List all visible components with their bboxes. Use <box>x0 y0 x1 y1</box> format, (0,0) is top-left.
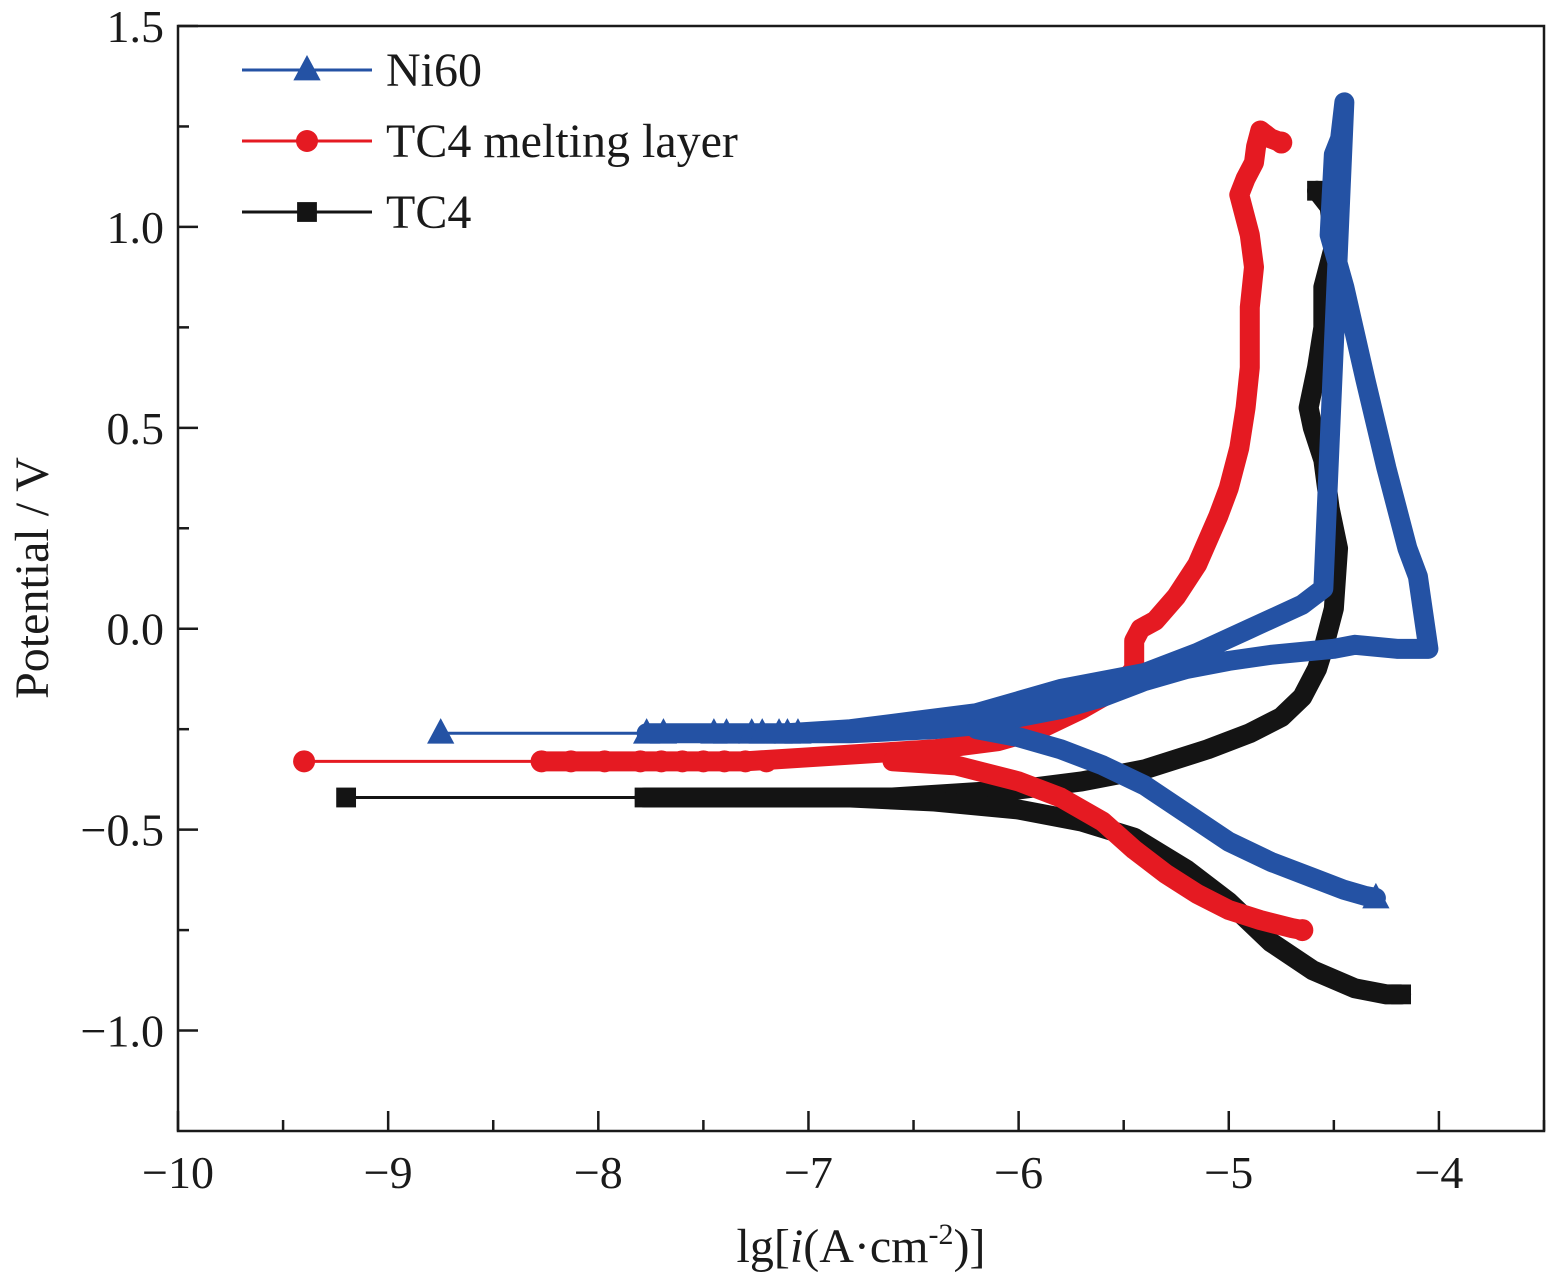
series-marker <box>692 750 715 773</box>
plot-frame <box>176 24 1546 1133</box>
series-marker <box>629 750 652 773</box>
x-tick-label: −5 <box>1204 1147 1253 1198</box>
series-marker <box>650 750 673 773</box>
series-marker <box>671 750 694 773</box>
series-cathodic-trace <box>882 751 1313 941</box>
series-layer <box>293 92 1439 1005</box>
legend-label: TC4 <box>386 186 471 239</box>
series-marker <box>634 787 655 808</box>
y-tick-label: 1.5 <box>107 1 165 52</box>
legend-label: TC4 melting layer <box>386 115 738 168</box>
series-marker <box>773 718 802 744</box>
x-axis-title-suffix: )] <box>953 1220 985 1273</box>
x-axis-title-middle: (A·cm <box>803 1220 928 1273</box>
x-tick-label: −4 <box>1414 1147 1463 1198</box>
series-2 <box>336 180 1412 1005</box>
series-marker <box>559 750 582 773</box>
series-marker <box>734 750 757 773</box>
series-marker <box>712 718 741 744</box>
series-marker <box>336 787 357 808</box>
series-marker <box>703 787 724 808</box>
x-axis-title-italic: i <box>790 1220 803 1273</box>
y-axis-title: Potential / V <box>6 457 59 699</box>
series-marker <box>1291 919 1314 942</box>
x-tick-label: −8 <box>574 1147 623 1198</box>
y-tick-label: −0.5 <box>81 805 164 856</box>
series-marker <box>649 718 678 744</box>
series-1 <box>293 120 1314 942</box>
series-marker <box>427 718 455 744</box>
series-marker <box>1362 882 1390 909</box>
series-marker <box>713 750 736 773</box>
x-tick-label: −7 <box>784 1147 833 1198</box>
legend-label: Ni60 <box>386 44 482 97</box>
y-tick-label: 1.0 <box>107 202 165 253</box>
series-marker <box>682 787 703 808</box>
x-axis-title-superscript: -2 <box>928 1218 953 1251</box>
legend-marker <box>296 130 318 152</box>
y-tick-label: −1.0 <box>81 1006 164 1057</box>
x-tick-label: −9 <box>364 1147 413 1198</box>
series-marker <box>530 750 553 773</box>
tick-labels: −10 −9 −8 −7 −6 −5 −4 1.5 1.0 0.5 0.0 −0.5 −1.0 <box>81 1 1464 1198</box>
x-axis-title-prefix: lg[ <box>737 1220 790 1273</box>
series-marker <box>755 750 778 773</box>
series-marker <box>593 750 616 773</box>
y-tick-label: 0.5 <box>107 403 165 454</box>
series-marker <box>809 787 829 808</box>
y-tick-label: 0.0 <box>107 604 165 655</box>
legend: Ni60 TC4 melting layer TC4 <box>242 44 738 239</box>
x-tick-label: −10 <box>142 1147 214 1198</box>
series-cathodic-trace <box>840 787 1412 1005</box>
legend-marker <box>293 54 321 81</box>
series-marker <box>293 750 316 773</box>
series-marker <box>1391 984 1411 1005</box>
series-0 <box>427 92 1439 909</box>
x-tick-label: −6 <box>994 1147 1043 1198</box>
series-marker <box>767 787 787 808</box>
series-cathodic-trace <box>966 719 1386 908</box>
x-axis-title: lg[i(A·cm-2)] <box>737 1218 986 1273</box>
legend-marker <box>297 202 317 222</box>
series-marker <box>1270 131 1293 154</box>
series-marker <box>735 787 756 808</box>
